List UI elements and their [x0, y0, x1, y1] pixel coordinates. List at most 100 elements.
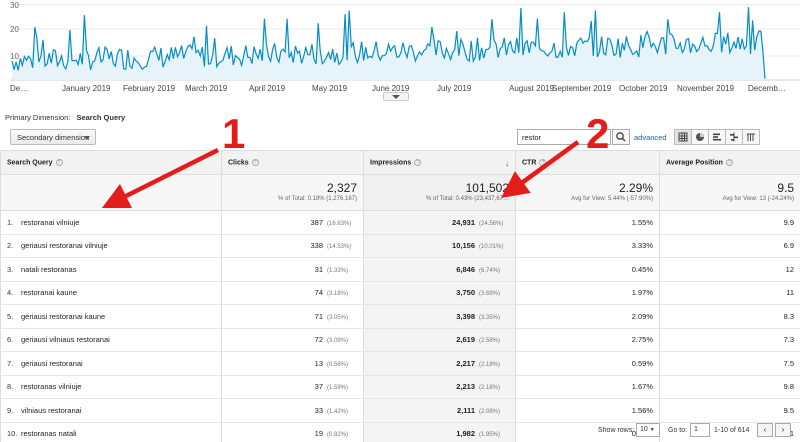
clicks-cell: 71 (3.05%): [221, 304, 364, 329]
ctr-cell: 0.59%: [515, 351, 660, 376]
view-table-button[interactable]: [674, 129, 692, 145]
goto-label: Go to:: [668, 427, 688, 434]
view-comparison-button[interactable]: [725, 129, 743, 145]
query-link[interactable]: restoranas vilniuje: [21, 382, 82, 392]
position-cell: 6.9: [659, 234, 800, 258]
query-link[interactable]: vilniaus restoranai: [21, 405, 82, 415]
caret-down-icon: ▼: [649, 427, 655, 433]
secondary-dimension-label: Secondary dimension: [17, 133, 90, 142]
row-number: 1.: [7, 217, 14, 227]
x-axis-label: July 2019: [437, 84, 472, 93]
clicks-cell: 72 (3.09%): [221, 328, 364, 352]
row-number: 8.: [7, 382, 14, 392]
table-search-input[interactable]: [517, 129, 611, 145]
row-number: 7.: [7, 358, 14, 368]
collapse-chart-handle[interactable]: [383, 92, 409, 101]
show-rows-label: Show rows:: [598, 427, 635, 434]
header-search-query[interactable]: Search Query?: [0, 150, 222, 175]
prev-page-button[interactable]: ‹: [757, 423, 773, 437]
y-tick-10: 10: [10, 52, 19, 61]
query-link[interactable]: restoranas natali: [21, 429, 77, 439]
table-row: 5. geriausi restoranai kaune 71 (3.05%) 3,39…: [0, 304, 800, 329]
search-icon: [616, 132, 626, 142]
clicks-cell: 37 (1.59%): [221, 375, 364, 399]
query-link[interactable]: restoranai vilniuje: [21, 217, 80, 227]
query-cell: 3. natali restoranas: [0, 257, 222, 282]
header-impressions[interactable]: Impressions? ↓: [363, 150, 516, 175]
row-number: 6.: [7, 335, 14, 345]
row-number: 3.: [7, 264, 14, 274]
chevron-left-icon: ‹: [763, 425, 767, 434]
query-link[interactable]: geriausi restoranai vilniuje: [21, 241, 108, 251]
query-link[interactable]: geriausi restoranai kaune: [21, 311, 106, 321]
help-icon[interactable]: ?: [55, 158, 63, 166]
query-cell: 9. vilniaus restoranai: [0, 398, 222, 423]
clicks-cell: 74 (3.18%): [221, 281, 364, 305]
chevron-right-icon: ›: [781, 425, 785, 434]
pie-icon: [696, 133, 704, 141]
query-link[interactable]: natali restoranas: [21, 264, 77, 274]
clicks-cell: 31 (1.33%): [221, 257, 364, 282]
header-average-position[interactable]: Average Position?: [659, 150, 800, 175]
position-cell: 9.8: [659, 375, 800, 399]
y-tick-30: 30: [10, 1, 19, 10]
query-link[interactable]: geriausi vilniaus restoranai: [21, 335, 110, 345]
chevron-down-icon: [392, 94, 400, 99]
search-button[interactable]: [612, 129, 630, 145]
query-cell: 2. geriausi restoranai vilniuje: [0, 234, 222, 258]
secondary-dimension-dropdown[interactable]: Secondary dimension: [10, 129, 96, 145]
primary-dimension-label: Primary Dimension:: [5, 113, 71, 122]
view-pivot-button[interactable]: [742, 129, 760, 145]
query-cell: 6. geriausi vilniaus restoranai: [0, 328, 222, 352]
caret-down-icon: [84, 136, 90, 140]
position-cell: 11: [659, 281, 800, 305]
header-ctr[interactable]: CTR?: [515, 150, 660, 175]
impressions-cell: 2,213 (2.18%): [363, 375, 516, 399]
table-row: 9. vilniaus restoranai 33 (1.42%) 2,111 (2.08…: [0, 398, 800, 423]
primary-dimension-value[interactable]: Search Query: [76, 113, 126, 122]
view-pie-button[interactable]: [691, 129, 709, 145]
totals-ctr: 2.29% Avg for View: 5.44% (-57.90%): [515, 174, 660, 211]
bar-icon: [713, 133, 721, 141]
row-number: 10.: [7, 429, 18, 439]
header-clicks[interactable]: Clicks?: [221, 150, 364, 175]
query-cell: 1. restoranai vilniuje: [0, 210, 222, 235]
impressions-cell: 2,111 (2.08%): [363, 398, 516, 423]
table-toolbar: Secondary dimension advanced: [0, 126, 800, 148]
position-cell: 8.3: [659, 304, 800, 329]
ctr-cell: 3.33%: [515, 234, 660, 258]
help-icon[interactable]: ?: [414, 158, 422, 166]
view-bar-button[interactable]: [708, 129, 726, 145]
show-rows-select[interactable]: 10 ▼: [636, 423, 660, 437]
x-axis-label: January 2019: [62, 84, 111, 93]
row-range: 1-10 of 614: [714, 427, 750, 434]
clicks-cell: 387 (16.63%): [221, 210, 364, 235]
help-icon[interactable]: ?: [725, 158, 733, 166]
ctr-cell: 0.45%: [515, 257, 660, 282]
primary-dimension: Primary Dimension: Search Query: [5, 113, 125, 122]
advanced-filter-link[interactable]: advanced: [634, 133, 667, 142]
impressions-cell: 3,398 (3.35%): [363, 304, 516, 329]
table-row: 2. geriausi restoranai vilniuje 338 (14.53%…: [0, 234, 800, 258]
query-link[interactable]: geriausi restoranai: [21, 358, 83, 368]
search-query-table: Search Query? Clicks? Impressions? ↓ CTR?…: [0, 150, 800, 442]
position-cell: 9.9: [659, 210, 800, 235]
series-line: [11, 7, 766, 79]
x-axis-label: April 2019: [249, 84, 286, 93]
impressions-cell: 1,982 (1.95%): [363, 422, 516, 442]
help-icon[interactable]: ?: [251, 158, 259, 166]
query-link[interactable]: restoranai kaune: [21, 288, 77, 298]
grid-icon: [678, 132, 688, 142]
pivot-icon: [747, 133, 755, 141]
ctr-cell: 1.55%: [515, 210, 660, 235]
x-axis-label: De…: [10, 84, 28, 93]
ctr-cell: 1.56%: [515, 398, 660, 423]
goto-input[interactable]: 1: [690, 423, 710, 437]
next-page-button[interactable]: ›: [775, 423, 791, 437]
help-icon[interactable]: ?: [539, 158, 547, 166]
sort-descending-icon: ↓: [505, 159, 509, 168]
query-cell: 5. geriausi restoranai kaune: [0, 304, 222, 329]
query-cell: 7. geriausi restoranai: [0, 351, 222, 376]
table-row: 10. restoranas natali 19 (0.82%) 1,982 (1.95%…: [0, 422, 800, 442]
x-axis-label: March 2019: [185, 84, 228, 93]
